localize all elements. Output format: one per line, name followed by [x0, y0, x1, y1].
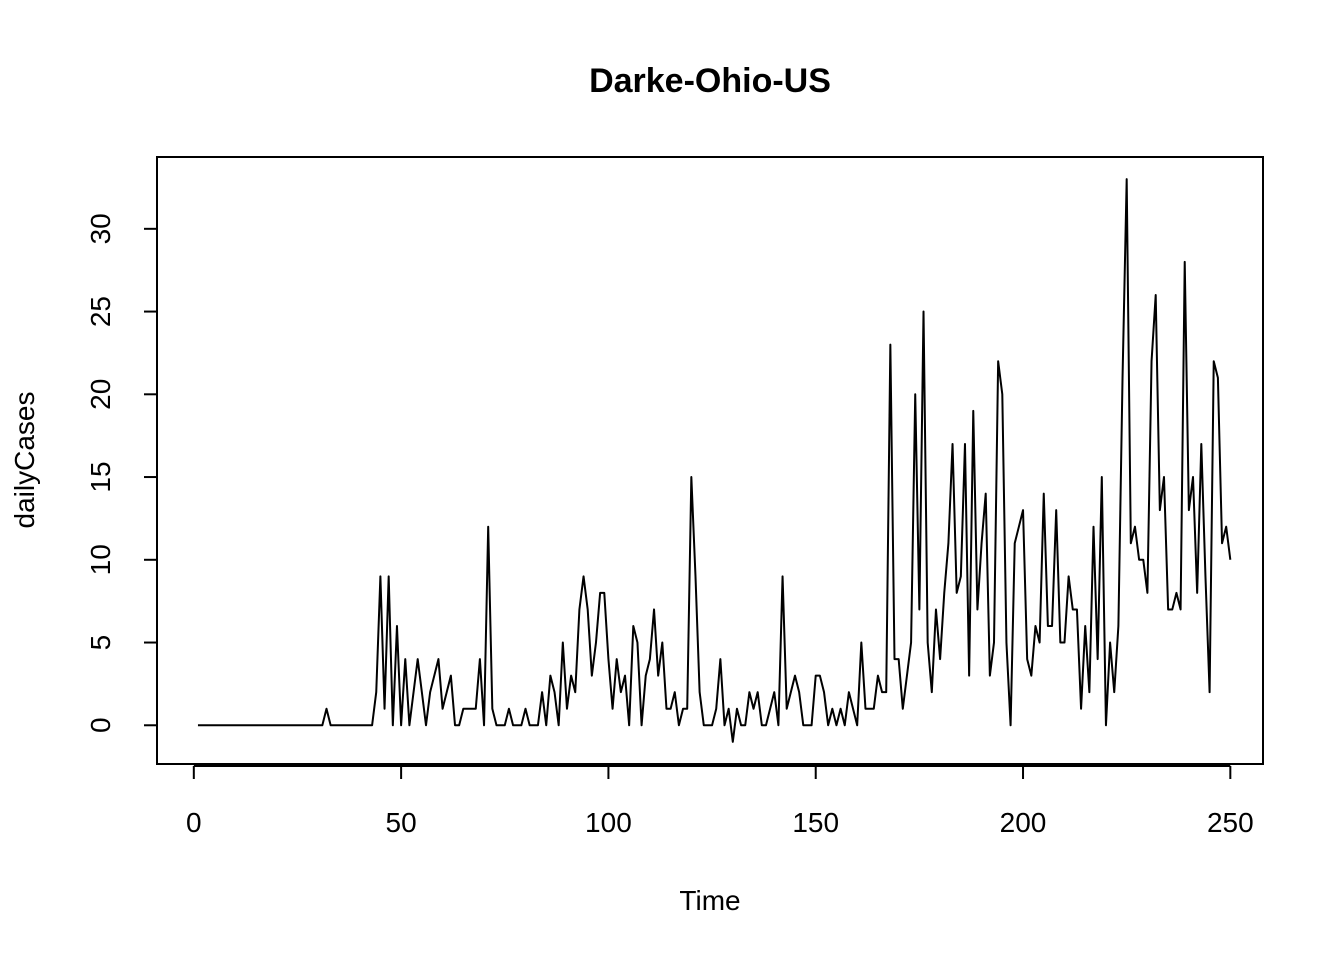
y-tick-label: 15 [85, 461, 116, 492]
series-layer [197, 178, 1232, 743]
y-tick-label: 5 [85, 635, 116, 651]
y-axis-label: dailyCases [9, 392, 40, 529]
series-line [197, 178, 1232, 743]
x-tick-label: 100 [585, 807, 632, 838]
x-tick-label: 150 [792, 807, 839, 838]
x-tick-label: 0 [186, 807, 202, 838]
x-axis: 0 50 100 150 200 250 [186, 765, 1254, 838]
x-tick-label: 50 [386, 807, 417, 838]
chart-title: Darke-Ohio-US [589, 62, 831, 100]
y-tick-label: 25 [85, 296, 116, 327]
y-tick-label: 20 [85, 379, 116, 410]
x-tick-label: 200 [1000, 807, 1047, 838]
x-tick-label: 250 [1207, 807, 1254, 838]
y-tick-label: 10 [85, 544, 116, 575]
y-tick-label: 30 [85, 213, 116, 244]
y-axis: 0 5 10 15 20 25 30 [85, 213, 158, 733]
x-axis-label: Time [679, 885, 740, 916]
y-tick-label: 0 [85, 717, 116, 733]
